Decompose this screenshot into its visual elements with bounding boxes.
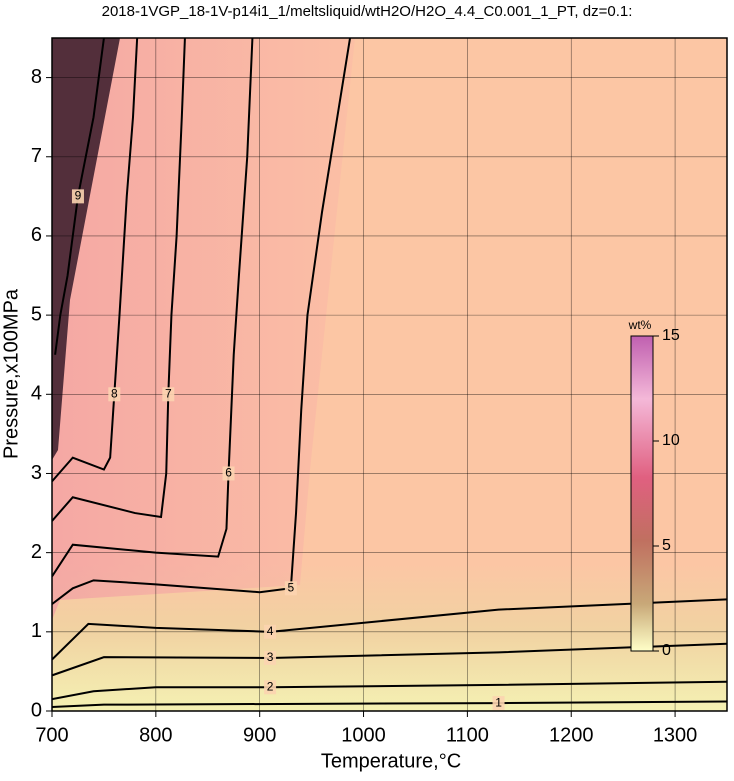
contour-label: 4: [267, 624, 274, 638]
x-tick-label: 1200: [549, 724, 594, 746]
dense-contours: [52, 38, 120, 460]
y-tick-label: 2: [31, 541, 42, 563]
contour-label-bg: [284, 581, 297, 596]
contour-label: 6: [225, 466, 232, 480]
plot-area: 1 2 3 4 5 6 7 8 9: [52, 38, 727, 711]
x-tick-label: 1000: [341, 724, 386, 746]
contour-line: [52, 598, 727, 661]
contour-label: 3: [267, 650, 274, 664]
plot-frame: [51, 37, 728, 712]
x-tick-label: 1100: [446, 724, 489, 746]
y-tick-label: 3: [31, 462, 42, 484]
x-axis-label: Temperature,°C: [321, 750, 461, 772]
y-tick-label: 1: [31, 620, 42, 642]
contour-label-bg: [108, 387, 121, 402]
y-axis-label: Pressure,x100MPa: [0, 288, 22, 459]
contour-line: [52, 38, 254, 577]
contour-label: 8: [111, 386, 118, 400]
colorbar-label: wt%: [628, 318, 652, 332]
colorbar-tick-label: 0: [662, 642, 671, 659]
x-tick-label: 800: [139, 724, 172, 746]
colorbar: [630, 335, 654, 652]
contour-line: [52, 700, 727, 709]
colorbar-tick-label: 5: [662, 537, 671, 554]
contour-label: 5: [288, 580, 295, 594]
x-tick-label: 1300: [653, 724, 698, 746]
contour-label: 9: [75, 189, 82, 203]
y-tick-label: 6: [31, 224, 42, 246]
y-tick-label: 8: [31, 66, 42, 88]
chart-title: 2018-1VGP_18-1V-p14i1_1/meltsliquid/wtH2…: [102, 3, 633, 20]
y-tick-label: 7: [31, 145, 42, 167]
contour-label-bg: [222, 466, 235, 481]
contour-label-bg: [264, 680, 277, 695]
contour-line: [54, 38, 105, 355]
contour-line: [52, 680, 727, 701]
y-tick-label: 5: [31, 303, 42, 325]
x-tick-label: 700: [35, 724, 68, 746]
contour-label-bg: [162, 387, 175, 402]
y-tick-label: 0: [31, 699, 42, 721]
contour-label-bg: [71, 189, 84, 204]
contour-label: 2: [267, 679, 274, 693]
contour-label: 1: [495, 695, 502, 709]
x-tick-label: 900: [243, 724, 276, 746]
contour-line: [52, 38, 186, 522]
contour-label: 7: [165, 386, 172, 400]
y-tick-label: 4: [31, 383, 42, 405]
contour-label-bg: [264, 650, 277, 665]
contour-label-bg: [264, 624, 277, 639]
colorbar-tick-label: 10: [662, 432, 680, 449]
colorbar-tick-label: 15: [662, 327, 680, 344]
contour-label-bg: [492, 696, 505, 711]
